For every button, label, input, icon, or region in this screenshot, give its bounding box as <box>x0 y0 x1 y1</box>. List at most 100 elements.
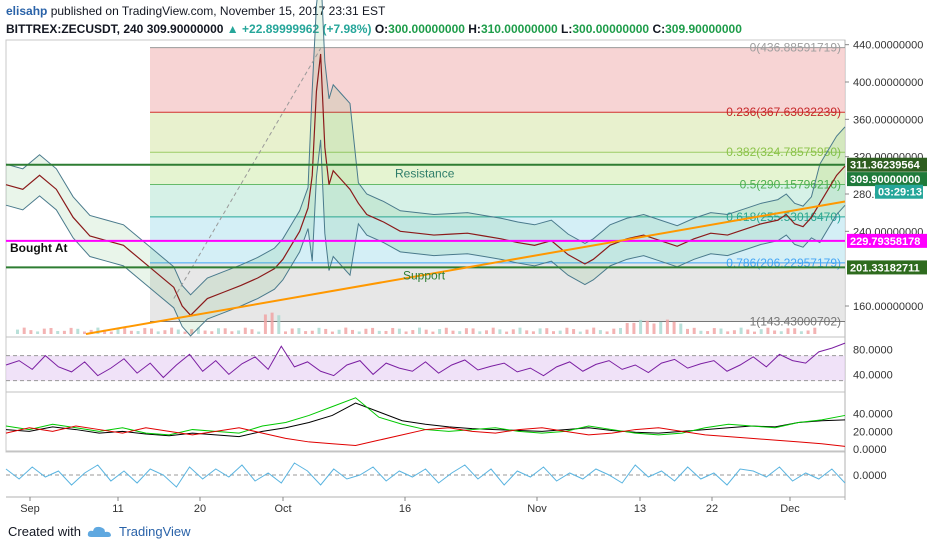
price-badge-1 <box>847 172 927 187</box>
projection-dashed-line <box>173 48 322 299</box>
price-tick-label-1: 400.00000000 <box>853 77 923 89</box>
resistance-annotation: Resistance <box>395 167 455 181</box>
volume-bar <box>243 327 247 334</box>
volume-bar <box>109 331 113 334</box>
volume-bar <box>196 327 200 334</box>
volume-bar <box>56 330 60 334</box>
bollinger-lower <box>5 139 846 337</box>
volume-bar <box>170 327 174 334</box>
dmi-series-0 <box>5 402 846 438</box>
volume-bar <box>176 329 180 334</box>
volume-bar <box>230 331 234 334</box>
volume-bar <box>438 329 442 334</box>
volume-bar <box>491 327 495 334</box>
volume-bar <box>578 331 582 334</box>
time-tick-label-5: Nov <box>527 503 547 515</box>
volume-bar <box>156 331 160 334</box>
volume-bar <box>270 312 274 334</box>
volume-bar <box>612 328 616 334</box>
volume-bar <box>498 329 502 334</box>
volume-bar <box>89 329 93 334</box>
time-tick-label-4: 16 <box>399 503 411 515</box>
volume-bar <box>565 327 569 334</box>
volume-bar <box>779 331 783 334</box>
volume-bar <box>746 329 750 334</box>
volume-bar <box>444 327 448 334</box>
price-badge-label-2: 03:29:13 <box>878 187 922 199</box>
price-badge-label-3: 229.79358178 <box>850 236 920 248</box>
open-value: 300.00000000 <box>388 22 465 36</box>
price-series-line <box>5 53 846 317</box>
volume-bar <box>572 329 576 334</box>
volume-bar <box>773 330 777 334</box>
volume-bar <box>598 330 602 334</box>
price-badge-3 <box>847 233 927 248</box>
volume-bar <box>210 331 214 334</box>
volume-bar <box>397 328 401 334</box>
low-value: 300.00000000 <box>572 22 650 36</box>
volume-bar <box>364 328 368 334</box>
price-tick-label-0: 440.00000000 <box>853 40 923 52</box>
time-tick-label-1: 11 <box>112 503 123 515</box>
volume-bar <box>538 328 542 334</box>
volume-bar <box>639 319 643 334</box>
bought-at-annotation: Bought At <box>10 241 68 255</box>
fib-label-0: 0(436.88591719) <box>750 41 841 55</box>
volume-bar <box>143 328 147 334</box>
volume-bar <box>304 331 308 334</box>
volume-bar <box>739 327 743 334</box>
volume-bar <box>183 331 187 334</box>
volume-bar <box>116 328 120 334</box>
volume-bar <box>357 331 361 334</box>
volume-bar <box>793 328 797 334</box>
volume-bar <box>123 327 127 334</box>
volume-bar <box>679 323 683 334</box>
volume-bar <box>478 331 482 334</box>
volume-bar <box>330 331 334 334</box>
tradingview-cloud-icon <box>87 526 111 537</box>
fib-label-6: 1(143.43000702) <box>750 314 841 328</box>
open-label: O: <box>374 22 389 36</box>
volume-bar <box>190 329 194 334</box>
price-tick-label-6: 160.00000000 <box>853 301 923 313</box>
time-tick-label-8: Dec <box>780 503 800 515</box>
chart-canvas[interactable]: 0(436.88591719) 0.236(367.63032239) 0.382(… <box>0 0 932 520</box>
volume-bar <box>552 331 555 334</box>
orange-trendline <box>85 200 846 335</box>
volume-bar <box>377 330 381 334</box>
rsi-series-line <box>5 342 846 379</box>
volume-bar <box>69 327 73 334</box>
symbol-label: BITTREX:ZECUSDT, 240 <box>6 22 144 36</box>
volume-bar <box>42 328 46 334</box>
volume-bar <box>290 328 294 334</box>
volume-bar <box>163 330 167 334</box>
tradingview-brand[interactable]: TradingView <box>118 524 191 539</box>
dmi-tick-label-0: 40.0000 <box>853 409 893 421</box>
volume-bar <box>786 328 790 334</box>
volume-bar <box>424 329 428 334</box>
volume-bar <box>76 328 80 334</box>
dmi-tick-label-1: 20.0000 <box>853 426 893 438</box>
volume-bar <box>766 327 770 334</box>
volume-bar <box>686 328 689 334</box>
volume-bar <box>518 327 522 334</box>
bollinger-band-fill <box>6 0 845 336</box>
volume-bar <box>103 329 107 334</box>
fib-zone-0 <box>150 47 845 113</box>
volume-bar <box>592 327 596 334</box>
fib-label-2: 0.382(324.78575950) <box>726 145 841 159</box>
price-badge-label-1: 309.90000000 <box>850 174 920 186</box>
volume-bar <box>471 328 475 334</box>
author-link[interactable]: elisahp <box>6 4 48 18</box>
rsi-tick-label-0: 80.0000 <box>853 344 893 356</box>
close-value: 309.90000000 <box>665 22 742 36</box>
price-tick-label-2: 360.00000000 <box>853 114 923 126</box>
volume-bar <box>371 327 375 334</box>
price-badge-label-0: 311.36239564 <box>850 160 921 172</box>
volume-bar <box>652 323 656 334</box>
volume-bar <box>136 331 140 334</box>
volume-bar <box>22 327 26 334</box>
volume-bar <box>813 327 817 334</box>
volume-bar <box>665 319 669 334</box>
volume-bar <box>351 329 354 334</box>
